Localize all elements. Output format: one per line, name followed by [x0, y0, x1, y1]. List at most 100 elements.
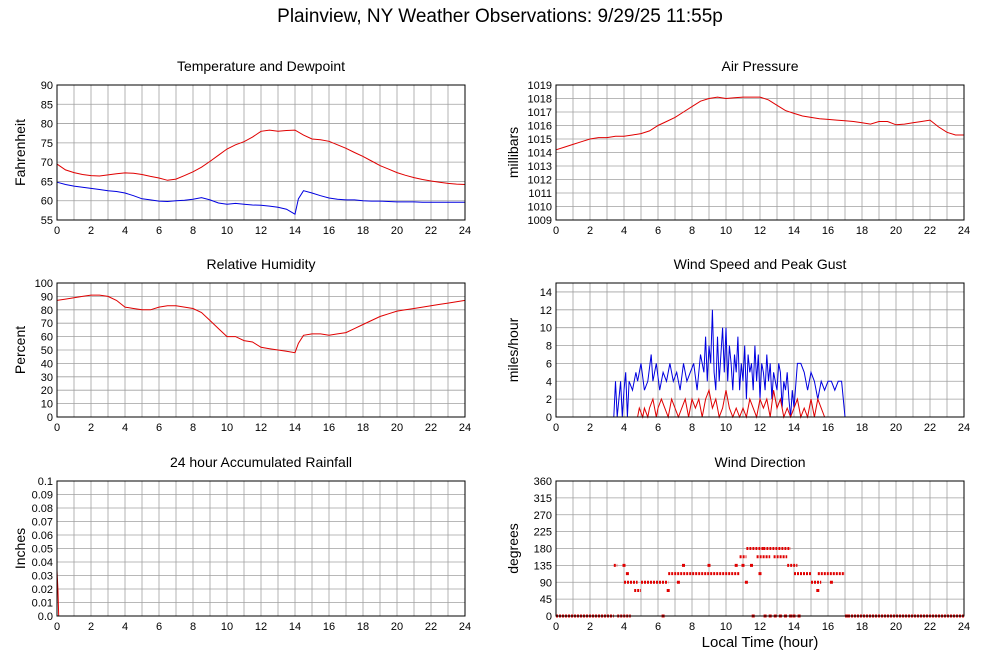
y-tick-label: 1012 — [528, 175, 552, 187]
x-tick-label: 14 — [788, 225, 800, 237]
page-title: Plainview, NY Weather Observations: 9/29… — [277, 6, 723, 27]
x-tick-label: 10 — [221, 621, 233, 633]
x-tick-label: 24 — [459, 225, 471, 237]
direction-point — [744, 580, 748, 584]
air-pressure-chart: Air Pressuremillibars1009101010111012101… — [505, 58, 970, 237]
x-tick-label: 0 — [54, 422, 60, 434]
x-tick-label: 12 — [754, 225, 766, 237]
y-tick-label: 0.0 — [38, 611, 53, 623]
x-tick-label: 12 — [255, 422, 267, 434]
direction-point — [682, 563, 685, 567]
series-line-1 — [556, 388, 964, 419]
y-tick-label: 0.09 — [32, 490, 53, 502]
x-tick-label: 16 — [822, 225, 834, 237]
y-tick-label: 90 — [41, 291, 53, 303]
y-tick-label: 65 — [41, 176, 53, 188]
direction-point — [758, 572, 762, 576]
plot-frame — [56, 480, 466, 617]
y-tick-label: 0.04 — [32, 557, 53, 569]
x-tick-label: 16 — [323, 621, 335, 633]
x-tick-label: 4 — [122, 621, 128, 633]
x-axis-label: Local Time (hour) — [701, 634, 819, 651]
y-axis-label: degrees — [505, 523, 521, 574]
x-tick-label: 2 — [587, 225, 593, 237]
x-tick-label: 14 — [289, 225, 301, 237]
direction-point — [816, 589, 820, 592]
x-tick-label: 2 — [88, 225, 94, 237]
x-tick-label: 6 — [156, 225, 162, 237]
y-tick-label: 0 — [546, 611, 552, 623]
plot-frame — [555, 480, 965, 617]
series-line-0 — [555, 96, 964, 151]
y-tick-label: 1019 — [528, 80, 552, 92]
y-tick-label: 40 — [41, 358, 53, 370]
chart-title: Temperature and Dewpoint — [177, 58, 345, 74]
y-tick-label: 80 — [41, 305, 53, 317]
y-tick-label: 90 — [540, 577, 552, 589]
y-tick-label: 90 — [41, 80, 53, 92]
x-tick-label: 18 — [856, 225, 868, 237]
y-tick-label: 55 — [41, 215, 53, 227]
series-line-0 — [56, 294, 466, 354]
x-tick-label: 0 — [54, 225, 60, 237]
y-tick-label: 0.03 — [32, 571, 53, 583]
x-tick-label: 0 — [553, 621, 559, 633]
y-tick-label: 270 — [534, 510, 552, 522]
y-tick-label: 1010 — [528, 202, 552, 214]
y-axis-label: miles/hour — [505, 317, 521, 382]
x-tick-label: 16 — [822, 621, 834, 633]
y-tick-label: 10 — [540, 323, 552, 335]
x-tick-label: 22 — [425, 225, 437, 237]
x-tick-label: 6 — [156, 422, 162, 434]
x-tick-label: 18 — [357, 621, 369, 633]
y-tick-label: 14 — [540, 287, 552, 299]
x-tick-label: 10 — [221, 422, 233, 434]
x-tick-label: 4 — [122, 422, 128, 434]
y-tick-label: 360 — [534, 476, 552, 488]
x-tick-label: 6 — [655, 225, 661, 237]
x-tick-label: 8 — [689, 422, 695, 434]
y-tick-label: 30 — [41, 372, 53, 384]
y-tick-label: 20 — [41, 385, 53, 397]
relative-humidity-chart: Relative HumidityPercent0102030405060708… — [12, 256, 471, 434]
wind-speed-gust-chart: Wind Speed and Peak Gustmiles/hour024681… — [505, 256, 970, 434]
x-tick-label: 14 — [289, 422, 301, 434]
x-tick-label: 8 — [689, 621, 695, 633]
x-tick-label: 20 — [890, 422, 902, 434]
rainfall-chart: 24 hour Accumulated RainfallInches0.00.0… — [12, 454, 471, 633]
chart-title: 24 hour Accumulated Rainfall — [170, 454, 352, 470]
chart-title: Wind Direction — [714, 454, 805, 470]
x-tick-label: 8 — [190, 225, 196, 237]
y-tick-label: 6 — [546, 358, 552, 370]
y-tick-label: 0.02 — [32, 584, 53, 596]
y-tick-label: 135 — [534, 560, 552, 572]
y-tick-label: 1013 — [528, 161, 552, 173]
y-tick-label: 1018 — [528, 94, 552, 106]
y-tick-label: 0.01 — [32, 598, 53, 610]
y-tick-label: 315 — [534, 493, 552, 505]
x-tick-label: 22 — [924, 621, 936, 633]
y-tick-label: 1011 — [528, 188, 552, 200]
x-tick-label: 20 — [890, 621, 902, 633]
y-tick-label: 1015 — [528, 134, 552, 146]
x-tick-label: 10 — [720, 422, 732, 434]
x-tick-label: 0 — [553, 225, 559, 237]
x-tick-label: 12 — [754, 621, 766, 633]
y-axis-label: Inches — [12, 528, 28, 569]
chart-title: Relative Humidity — [207, 256, 316, 272]
x-tick-label: 2 — [88, 422, 94, 434]
y-tick-label: 100 — [35, 278, 53, 290]
y-tick-label: 60 — [41, 332, 53, 344]
x-tick-label: 22 — [924, 225, 936, 237]
y-tick-label: 75 — [41, 138, 53, 150]
y-tick-label: 80 — [41, 119, 53, 131]
x-tick-label: 18 — [856, 422, 868, 434]
y-tick-label: 180 — [534, 544, 552, 556]
x-tick-label: 8 — [689, 225, 695, 237]
y-tick-label: 0 — [546, 412, 552, 424]
y-tick-label: 1017 — [528, 107, 552, 119]
direction-point — [741, 563, 745, 567]
x-tick-label: 20 — [391, 422, 403, 434]
plot-frame — [56, 84, 466, 221]
series-line-1 — [56, 181, 465, 215]
